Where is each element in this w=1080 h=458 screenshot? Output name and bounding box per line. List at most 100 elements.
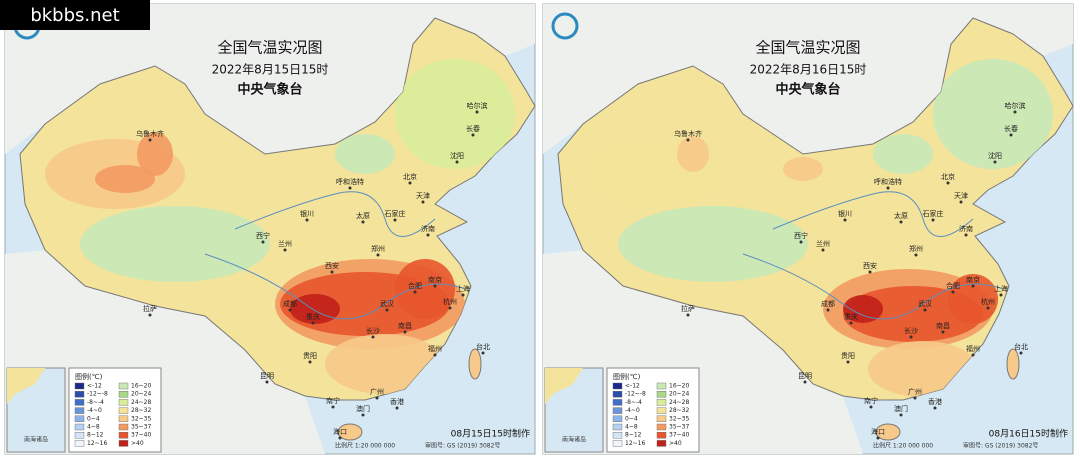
temperature-fields: [45, 59, 515, 394]
city-dot: [869, 405, 873, 409]
legend-swatch: [612, 407, 623, 414]
city-label: 北京: [941, 172, 955, 181]
legend-swatch: [656, 423, 667, 431]
legend-label: 35~37: [669, 424, 689, 431]
city-dot: [826, 308, 830, 312]
river: [204, 253, 466, 320]
legend-swatch: [656, 432, 667, 439]
legend-label: 0~4: [87, 415, 100, 422]
legend-label: -4~0: [625, 407, 640, 414]
watermark-box: [0, 0, 150, 30]
scale: 比例尺 1:20 000 000: [335, 442, 395, 450]
legend-swatch: [74, 423, 85, 431]
city-dot: [886, 186, 890, 190]
city-label: 上海: [994, 284, 1008, 293]
city-label: 澳门: [356, 404, 370, 413]
city-dot: [403, 330, 407, 334]
city-label: 济南: [421, 224, 435, 233]
legend-swatch: [118, 407, 129, 414]
city-label: 西安: [325, 261, 339, 270]
legend-label: -8~-4: [625, 399, 642, 406]
temperature-area: [933, 59, 1053, 169]
city-dot: [923, 308, 927, 312]
city-dot: [876, 436, 880, 440]
city-label: 南宁: [864, 396, 878, 405]
city-label: 沈阳: [450, 151, 464, 160]
city-label: 西宁: [256, 231, 270, 240]
scale: 比例尺 1:20 000 000: [873, 442, 933, 450]
city-dot: [899, 413, 903, 417]
city-label: 南京: [966, 275, 980, 284]
city-label: 太原: [356, 211, 370, 220]
city-label: 武汉: [380, 299, 394, 308]
city-label: 南昌: [936, 321, 950, 330]
taiwan: [1006, 348, 1020, 380]
city-label: 天津: [954, 192, 968, 200]
city-dot: [311, 321, 315, 325]
inset-land: [7, 368, 45, 404]
city-dot: [330, 270, 334, 274]
city-label: 银川: [300, 209, 314, 218]
city-dot: [868, 270, 872, 274]
city-label: 杭州: [443, 297, 457, 306]
city-label: 武汉: [918, 299, 932, 308]
city-label: 广州: [908, 387, 922, 396]
city-dot: [931, 218, 935, 222]
legend-swatch: [118, 432, 129, 439]
map-agency: 中央气象台: [775, 82, 840, 98]
city-label: 拉萨: [681, 304, 695, 313]
city-label: 长沙: [366, 326, 380, 335]
city-dot: [909, 335, 913, 339]
city-dot: [385, 308, 389, 312]
city-label: 合肥: [946, 281, 960, 290]
city-dot: [361, 413, 365, 417]
city-label: 贵阳: [841, 351, 855, 360]
city-dot: [899, 220, 903, 224]
legend-swatch: [74, 382, 85, 390]
city-dot: [308, 360, 312, 364]
city-dot: [686, 313, 690, 317]
city-label: 成都: [283, 299, 297, 308]
temperature-area: [335, 134, 395, 174]
city-dot: [338, 436, 342, 440]
city-label: 昆明: [798, 372, 812, 380]
legend-label: 32~35: [131, 415, 151, 422]
city-dot: [148, 138, 152, 142]
city-label: 福州: [966, 344, 980, 353]
approval: 审图号: GS (2019) 3082号: [425, 442, 500, 450]
legend-swatch: [118, 423, 129, 431]
hainan: [337, 423, 363, 441]
legend-swatch: [118, 440, 129, 447]
city-dot: [993, 160, 997, 164]
city-dot: [971, 284, 975, 288]
city-label: 上海: [456, 284, 470, 293]
city-dot: [305, 218, 309, 222]
temperature-area: [137, 132, 173, 176]
city-dot: [461, 293, 465, 297]
legend-label: 4~8: [87, 424, 100, 431]
river: [772, 191, 974, 237]
city-dot: [433, 284, 437, 288]
legend-box: [68, 367, 162, 453]
city-label: 兰州: [816, 239, 830, 248]
legend-label: -8~-4: [87, 399, 104, 406]
legend-swatch: [74, 432, 85, 439]
city-dot: [433, 353, 437, 357]
map-agency: 中央气象台: [237, 82, 302, 98]
made-time: 08月16日15时制作: [989, 428, 1068, 440]
city-dot: [261, 240, 265, 244]
city-label: 澳门: [894, 404, 908, 413]
city-label: 贵阳: [303, 351, 317, 360]
city-label: 沈阳: [988, 151, 1002, 160]
legend-label: >40: [669, 440, 682, 447]
city-label: 兰州: [278, 239, 292, 248]
city-dot: [265, 380, 269, 384]
city-label: 南昌: [398, 321, 412, 330]
city-label: 杭州: [981, 297, 995, 306]
city-label: 太原: [894, 211, 908, 220]
city-label: 广州: [370, 387, 384, 396]
city-dot: [971, 353, 975, 357]
city-label: 西安: [863, 261, 877, 270]
legend-swatch: [118, 391, 129, 398]
